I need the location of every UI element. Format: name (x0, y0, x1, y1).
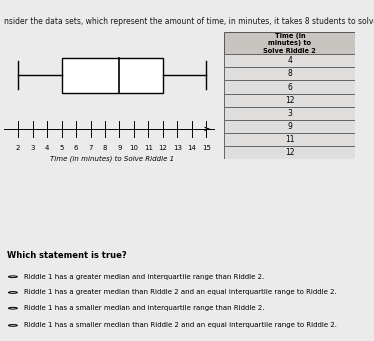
Text: 2: 2 (16, 145, 21, 151)
FancyBboxPatch shape (224, 146, 355, 159)
Text: 4: 4 (287, 57, 292, 65)
Text: 8: 8 (288, 70, 292, 78)
Text: 10: 10 (129, 145, 138, 151)
Text: 3: 3 (30, 145, 35, 151)
Text: 12: 12 (158, 145, 167, 151)
Text: 4: 4 (45, 145, 49, 151)
Text: Which statement is true?: Which statement is true? (7, 251, 127, 260)
Text: Time (in minutes) to Solve Riddle 1: Time (in minutes) to Solve Riddle 1 (50, 155, 174, 162)
Text: 5: 5 (59, 145, 64, 151)
Text: nsider the data sets, which represent the amount of time, in minutes, it takes 8: nsider the data sets, which represent th… (4, 17, 374, 26)
FancyBboxPatch shape (224, 32, 355, 55)
FancyBboxPatch shape (224, 120, 355, 133)
Text: 9: 9 (287, 121, 292, 131)
Text: 13: 13 (173, 145, 182, 151)
FancyBboxPatch shape (224, 68, 355, 80)
Text: Riddle 1 has a greater median than Riddle 2 and an equal interquartile range to : Riddle 1 has a greater median than Riddl… (24, 290, 337, 295)
FancyBboxPatch shape (224, 93, 355, 106)
Text: 14: 14 (187, 145, 196, 151)
Text: 3: 3 (287, 108, 292, 118)
Text: 6: 6 (74, 145, 78, 151)
Text: 15: 15 (202, 145, 211, 151)
Text: 9: 9 (117, 145, 122, 151)
FancyBboxPatch shape (224, 80, 355, 93)
Text: Time (in
minutes) to
Solve Riddle 2: Time (in minutes) to Solve Riddle 2 (263, 33, 316, 54)
Text: Riddle 1 has a smaller median than Riddle 2 and an equal interquartile range to : Riddle 1 has a smaller median than Riddl… (24, 323, 337, 328)
Text: 11: 11 (144, 145, 153, 151)
Text: Riddle 1 has a greater median and interquartile range than Riddle 2.: Riddle 1 has a greater median and interq… (24, 274, 264, 280)
Text: 12: 12 (285, 148, 295, 157)
Text: Riddle 1 has a smaller median and interquartile range than Riddle 2.: Riddle 1 has a smaller median and interq… (24, 305, 264, 311)
FancyBboxPatch shape (224, 106, 355, 120)
Text: 6: 6 (287, 83, 292, 91)
FancyBboxPatch shape (224, 55, 355, 68)
FancyBboxPatch shape (224, 133, 355, 146)
FancyBboxPatch shape (62, 58, 163, 93)
Text: 7: 7 (88, 145, 93, 151)
Text: 12: 12 (285, 95, 295, 104)
Text: 8: 8 (103, 145, 107, 151)
Text: 11: 11 (285, 135, 295, 144)
